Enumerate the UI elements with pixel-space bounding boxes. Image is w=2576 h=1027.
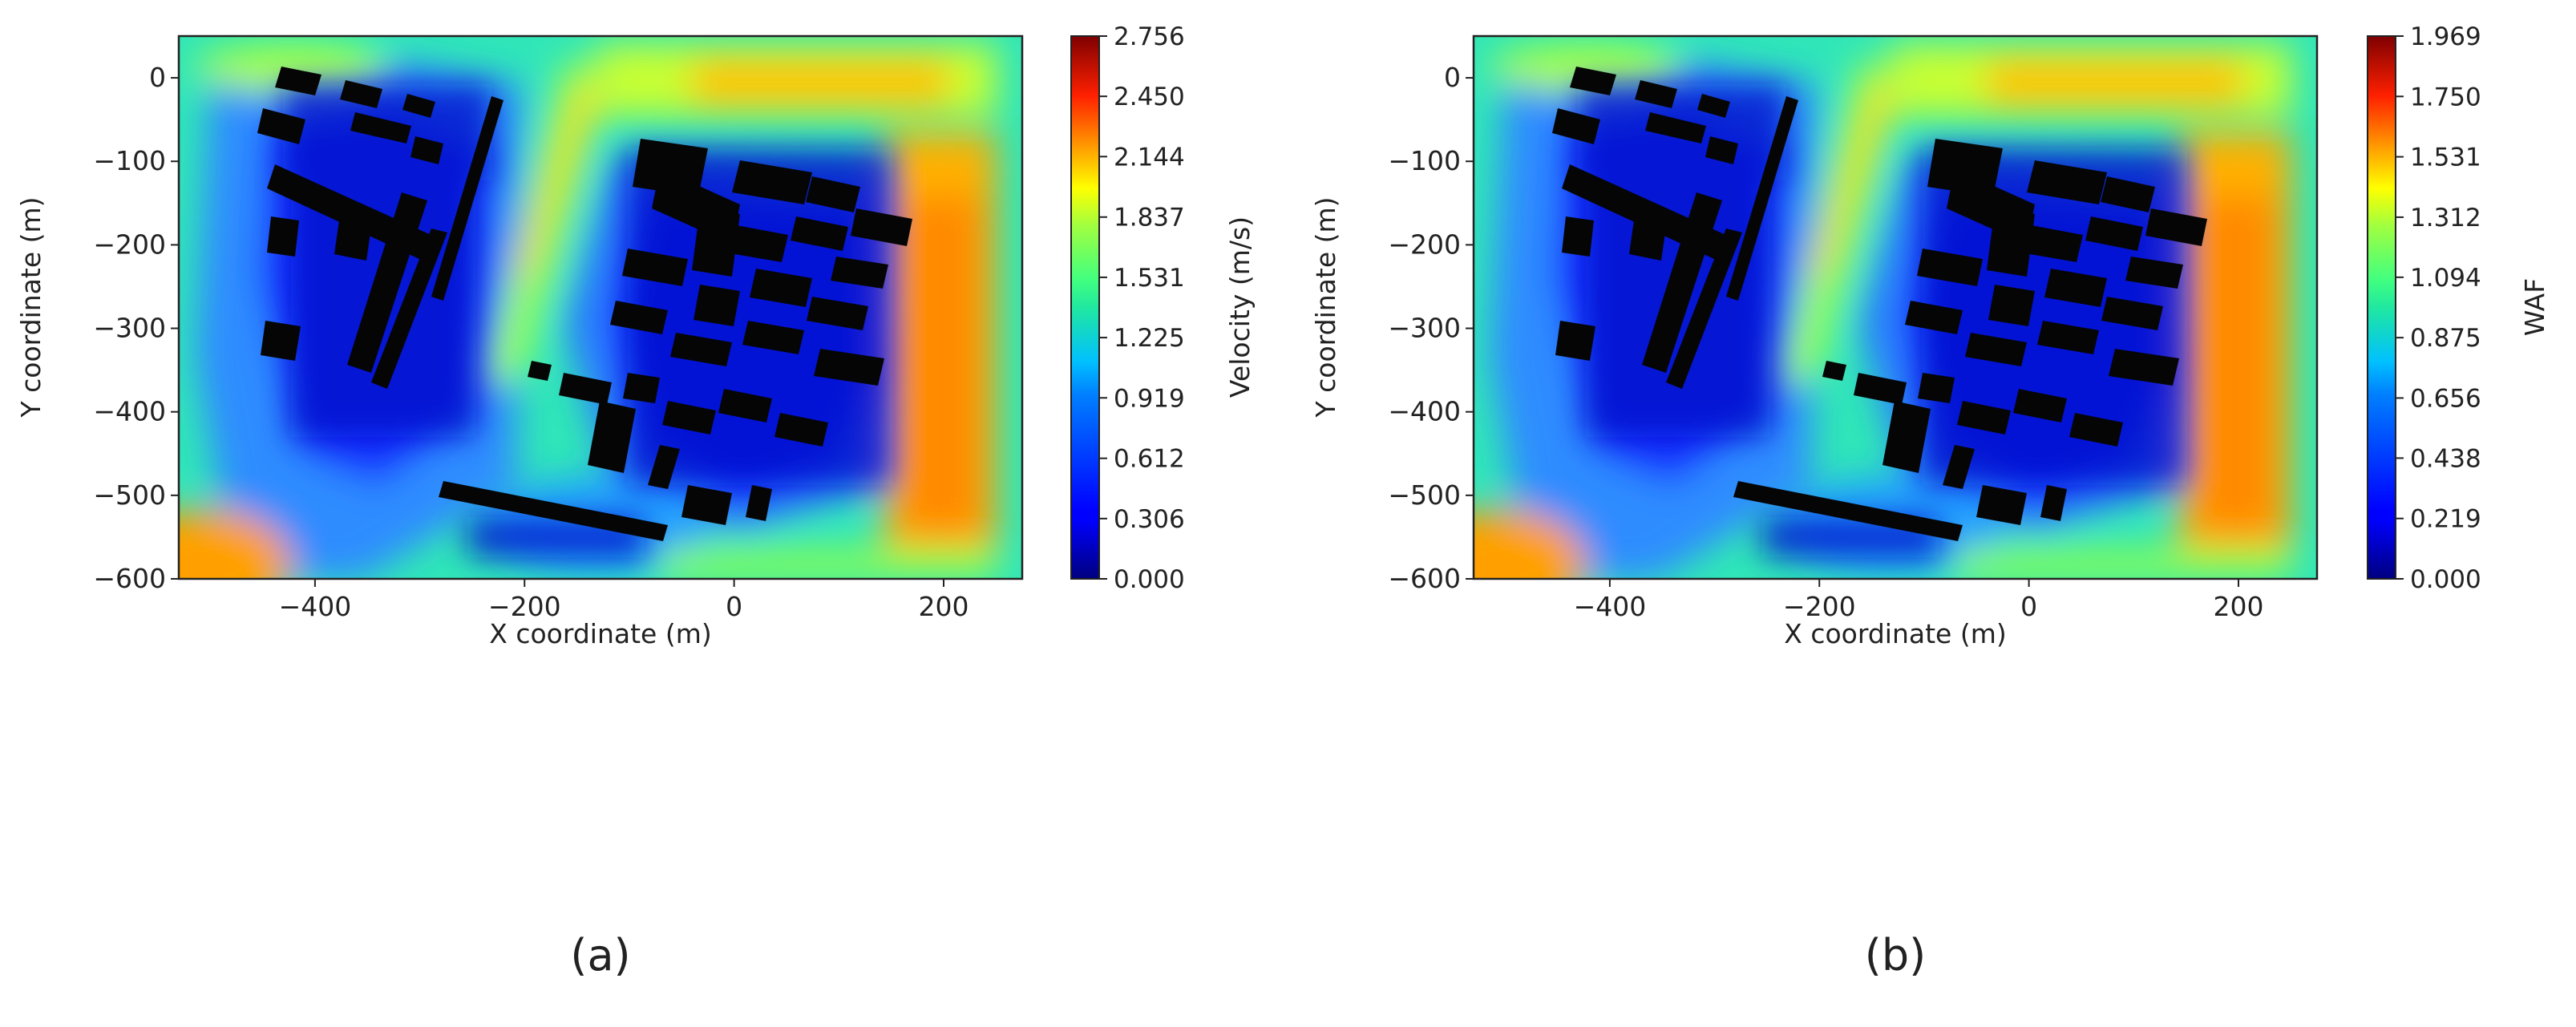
y-tick-label: −500 (93, 479, 166, 511)
colorbar (2367, 35, 2396, 580)
colorbar-label: Velocity (m/s) (1224, 216, 1256, 398)
y-tick-label: −600 (93, 563, 166, 594)
y-tick-label: −600 (1388, 563, 1461, 594)
heatmap-field (115, 36, 1022, 621)
plot-frame (1472, 34, 2319, 580)
colorbar-tick-label: 1.312 (2410, 204, 2481, 232)
panel-label: (b) (1865, 930, 1926, 981)
colorbar (1070, 35, 1100, 580)
x-axis: −400 −200 0 200 (279, 579, 969, 622)
colorbar-tick-label: 0.000 (1114, 565, 1185, 594)
colorbar-tick-label: 0.000 (2410, 565, 2481, 594)
colorbar-tick-label: 0.656 (2410, 384, 2481, 413)
colorbar-tick-label: 0.219 (2410, 505, 2481, 534)
x-tick-label: −200 (488, 591, 561, 622)
y-tick-label: −100 (93, 145, 166, 176)
x-axis-label: X coordinate (m) (489, 618, 712, 649)
colorbar-tick-label: 2.756 (1114, 22, 1185, 51)
y-tick-label: −300 (93, 313, 166, 344)
colorbar-tick-label: 1.531 (2410, 144, 2481, 172)
colorbar-tick-label: 0.919 (1114, 384, 1185, 413)
colorbar-ticks: 0.000 0.219 0.438 0.656 0.875 1.094 1.312 1.531… (2396, 22, 2481, 594)
panel-a: −400 −200 0 200 0 −100 −200 −300 −400 −500 −600 X… (15, 22, 1256, 981)
x-tick-label: −400 (1574, 591, 1647, 622)
y-tick-label: 0 (1444, 62, 1461, 93)
y-axis-label: Y coordinate (m) (15, 196, 47, 418)
y-axis-label: Y coordinate (m) (1310, 196, 1341, 418)
y-tick-label: −400 (93, 396, 166, 427)
x-tick-label: −400 (279, 591, 352, 622)
colorbar-tick-label: 1.969 (2410, 22, 2481, 51)
colorbar-tick-label: 1.531 (1114, 264, 1185, 293)
y-axis: 0 −100 −200 −300 −400 −500 −600 (1388, 62, 1474, 594)
y-tick-label: −500 (1388, 479, 1461, 511)
colorbar-ticks: 0.000 0.306 0.612 0.919 1.225 1.531 1.837 2.144… (1099, 22, 1185, 594)
x-tick-label: 0 (2020, 591, 2037, 622)
colorbar-tick-label: 2.144 (1114, 143, 1185, 172)
y-tick-label: −200 (1388, 228, 1461, 260)
x-axis-label: X coordinate (m) (1784, 618, 2007, 649)
colorbar-tick-label: 0.306 (1114, 505, 1185, 534)
panel-label: (a) (570, 930, 630, 981)
y-tick-label: −400 (1388, 396, 1461, 427)
colorbar-tick-label: 1.750 (2410, 83, 2481, 111)
x-tick-label: 200 (2213, 591, 2263, 622)
x-tick-label: 200 (918, 591, 969, 622)
x-axis: −400 −200 0 200 (1574, 579, 2263, 622)
colorbar-tick-label: 1.094 (2410, 264, 2481, 293)
heatmap-field (1409, 36, 2317, 621)
y-axis: 0 −100 −200 −300 −400 −500 −600 (93, 62, 179, 594)
colorbar-tick-label: 0.612 (1114, 445, 1185, 474)
colorbar-tick-label: 1.225 (1114, 324, 1185, 353)
y-tick-label: −100 (1388, 145, 1461, 176)
plot-frame (177, 34, 1024, 580)
y-tick-label: 0 (149, 62, 166, 93)
y-tick-label: −200 (93, 228, 166, 260)
colorbar-tick-label: 2.450 (1114, 83, 1185, 111)
colorbar-tick-label: 0.438 (2410, 444, 2481, 473)
colorbar-tick-label: 1.837 (1114, 204, 1185, 232)
colorbar-tick-label: 0.875 (2410, 324, 2481, 353)
panel-b: −400 −200 0 200 0 −100 −200 −300 −400 −500 −600 X… (1310, 22, 2550, 981)
x-tick-label: 0 (726, 591, 742, 622)
x-tick-label: −200 (1783, 591, 1856, 622)
colorbar-label: WAF (2519, 278, 2550, 336)
y-tick-label: −300 (1388, 313, 1461, 344)
